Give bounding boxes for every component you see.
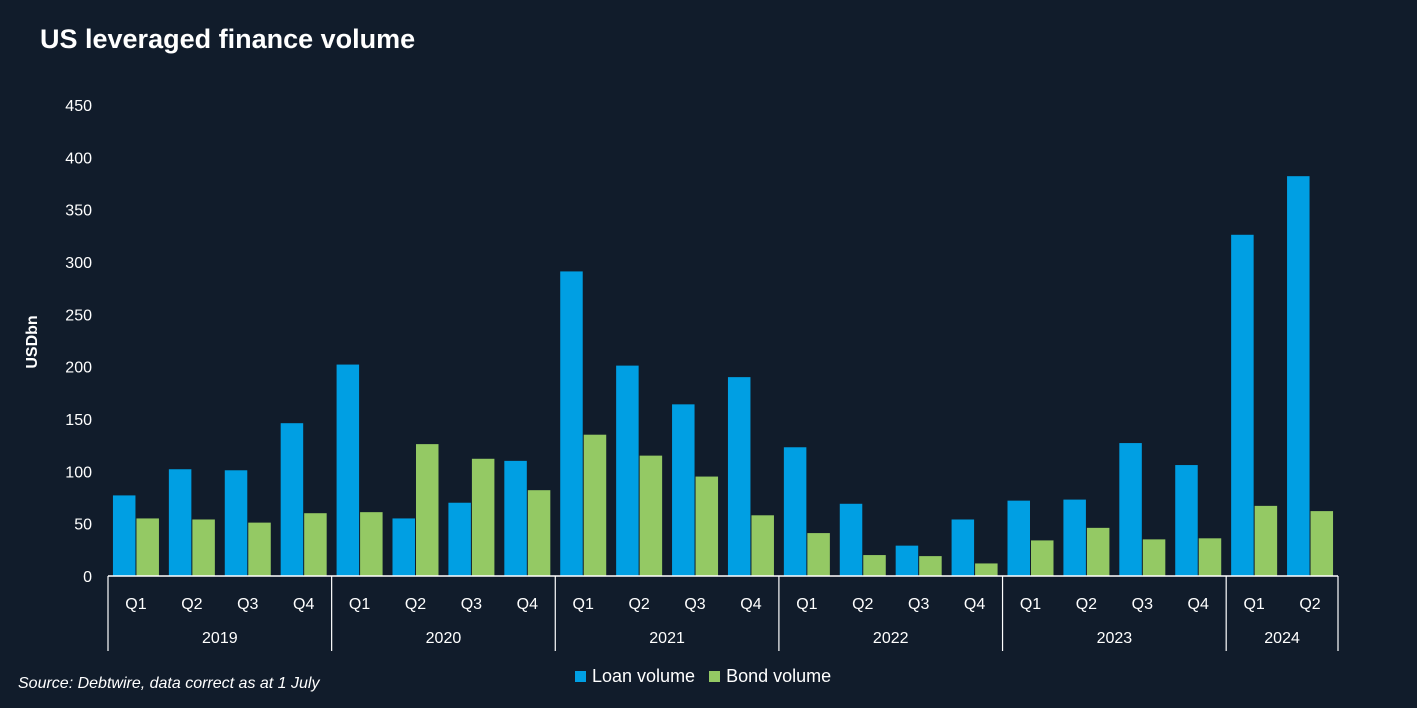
loan-bar xyxy=(1287,176,1310,576)
bond-bar xyxy=(975,563,998,576)
x-tick-label-quarter: Q2 xyxy=(628,596,649,613)
x-tick-label-quarter: Q2 xyxy=(852,596,873,613)
bars xyxy=(112,176,1334,576)
legend-item-loan: Loan volume xyxy=(575,666,695,687)
x-tick-label-quarter: Q2 xyxy=(181,596,202,613)
loan-bar xyxy=(280,423,304,576)
x-tick-label-quarter: Q1 xyxy=(573,596,594,613)
x-tick-label-quarter: Q3 xyxy=(461,596,482,613)
bond-bar xyxy=(248,522,271,576)
y-tick-label: 450 xyxy=(65,98,92,115)
x-tick-label-year: 2019 xyxy=(202,630,238,647)
loan-bar xyxy=(504,460,527,576)
x-tick-label-quarter: Q1 xyxy=(349,596,370,613)
loan-bar xyxy=(392,518,415,576)
y-axis-label: USDbn xyxy=(24,315,41,368)
loan-bar xyxy=(336,364,360,576)
loan-bar xyxy=(1119,443,1142,576)
bond-bar xyxy=(751,515,774,576)
legend: Loan volume Bond volume xyxy=(575,666,831,687)
x-tick-label-quarter: Q1 xyxy=(796,596,817,613)
y-tick-label: 250 xyxy=(65,307,92,324)
y-tick-label: 350 xyxy=(65,203,92,220)
loan-bar xyxy=(616,365,639,576)
legend-swatch-loan xyxy=(575,671,586,682)
x-tick-label-quarter: Q4 xyxy=(1188,596,1209,613)
bond-bar xyxy=(1086,527,1110,576)
bond-bar xyxy=(192,519,215,576)
x-tick-label-quarter: Q4 xyxy=(740,596,761,613)
x-tick-label-quarter: Q4 xyxy=(964,596,985,613)
x-tick-label-quarter: Q4 xyxy=(293,596,314,613)
x-tick-label-year: 2022 xyxy=(873,630,909,647)
loan-bar xyxy=(1007,500,1030,576)
legend-swatch-bond xyxy=(709,671,721,682)
y-tick-label: 150 xyxy=(65,412,92,429)
bond-bar xyxy=(863,555,886,576)
x-tick-label-quarter: Q2 xyxy=(1299,596,1320,613)
legend-label-loan: Loan volume xyxy=(592,666,696,686)
legend-item-bond: Bond volume xyxy=(709,666,831,687)
loan-bar xyxy=(168,469,192,576)
x-tick-label-quarter: Q3 xyxy=(237,596,258,613)
y-tick-label: 50 xyxy=(74,517,92,534)
x-tick-label-quarter: Q4 xyxy=(517,596,538,613)
loan-bar xyxy=(1231,234,1254,576)
y-tick-label: 300 xyxy=(65,255,92,272)
bond-bar xyxy=(136,518,159,576)
x-tick-label-quarter: Q1 xyxy=(1020,596,1041,613)
loan-bar xyxy=(560,271,583,576)
x-tick-label-quarter: Q1 xyxy=(1243,596,1264,613)
bond-bar xyxy=(304,513,327,576)
x-tick-label-year: 2024 xyxy=(1264,630,1300,647)
bond-bar xyxy=(639,455,663,576)
x-tick-label-quarter: Q1 xyxy=(125,596,146,613)
loan-bar xyxy=(112,495,136,576)
x-axis: Q1 Q2 Q3 Q4 Q1 Q2 Q3 Q4 Q1 Q2 Q3 Q4 Q1 Q2 Q3 Q4 Q1 Q2 Q3 Q4… xyxy=(107,575,1339,651)
bond-bar xyxy=(527,490,551,576)
x-tick-label-quarter: Q2 xyxy=(1076,596,1097,613)
bond-bar xyxy=(919,556,942,576)
loan-bar xyxy=(224,470,248,576)
x-tick-label-year: 2021 xyxy=(649,630,685,647)
bond-bar xyxy=(416,444,439,576)
loan-bar xyxy=(1063,499,1086,576)
x-tick-label-quarter: Q3 xyxy=(684,596,705,613)
bond-bar xyxy=(695,476,719,576)
bond-bar xyxy=(807,533,830,576)
bond-bar xyxy=(583,434,607,576)
x-tick-label-quarter: Q3 xyxy=(1132,596,1153,613)
y-tick-label: 200 xyxy=(65,360,92,377)
bond-bar xyxy=(1031,540,1054,576)
x-tick-label-year: 2023 xyxy=(1097,630,1133,647)
bond-bar xyxy=(1142,539,1166,576)
bond-bar xyxy=(1310,511,1334,576)
loan-bar xyxy=(448,502,471,576)
legend-label-bond: Bond volume xyxy=(726,666,832,686)
bond-bar xyxy=(471,458,495,576)
bond-bar xyxy=(1254,505,1278,576)
y-tick-label: 400 xyxy=(65,150,92,167)
bond-bar xyxy=(1198,538,1222,576)
x-tick-label-quarter: Q2 xyxy=(405,596,426,613)
loan-bar xyxy=(951,519,975,576)
x-tick-label-quarter: Q3 xyxy=(908,596,929,613)
source-note: Source: Debtwire, data correct as at 1 J… xyxy=(18,675,320,692)
loan-bar xyxy=(727,377,751,576)
chart-title: US leveraged finance volume xyxy=(40,24,416,54)
loan-bar xyxy=(895,545,919,576)
loan-bar xyxy=(783,447,807,576)
loan-bar xyxy=(672,404,695,576)
bond-bar xyxy=(360,512,383,576)
loan-bar xyxy=(839,503,863,576)
x-tick-label-year: 2020 xyxy=(426,630,462,647)
y-tick-label: 100 xyxy=(65,464,92,481)
loan-bar xyxy=(1175,465,1198,576)
y-tick-label: 0 xyxy=(83,569,92,586)
y-axis-ticks: 0 50 100 150 200 250 300 350 400 450 xyxy=(65,98,92,586)
